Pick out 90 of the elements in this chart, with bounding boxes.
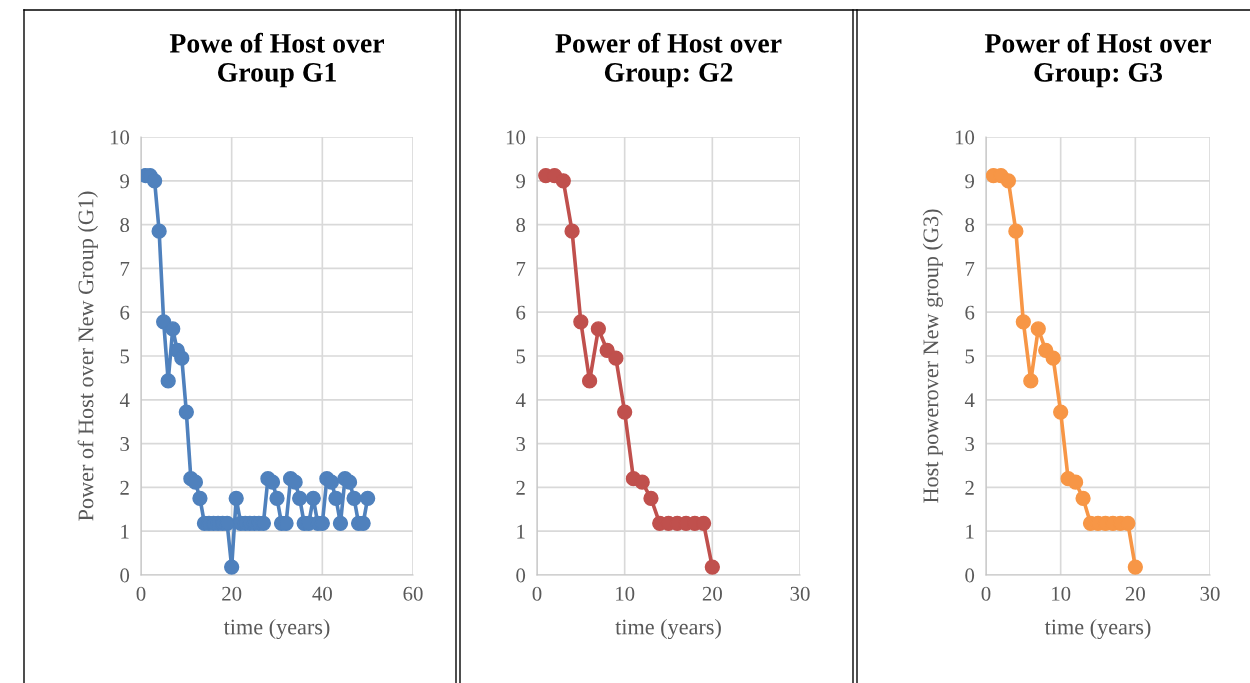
y-tick-label: 5 [516, 349, 526, 364]
point [160, 373, 176, 389]
point [1075, 490, 1091, 506]
point [269, 490, 285, 506]
y-tick-label: 2 [965, 480, 974, 495]
point [305, 490, 321, 506]
point [581, 373, 598, 389]
x-tick-label: 10 [1052, 586, 1071, 601]
x-tick-label: 0 [532, 586, 542, 601]
y-tick-label: 4 [119, 393, 130, 408]
point [590, 321, 607, 337]
point [617, 404, 633, 420]
point [704, 559, 720, 575]
x-tick-label: 30 [1200, 586, 1220, 601]
x-axis-title: time (years) [1044, 618, 1151, 640]
x-tick-label: 0 [981, 586, 991, 601]
x-tick-label: 20 [222, 586, 242, 601]
y-tick-label: 0 [120, 568, 130, 583]
point [151, 223, 167, 239]
y-tick-label: 7 [516, 261, 526, 276]
y-tick-label: 5 [120, 349, 130, 364]
y-tick-label: 3 [965, 437, 975, 452]
point [1008, 223, 1024, 239]
point [1023, 373, 1039, 389]
y-tick-label: 7 [120, 261, 130, 276]
x-axis-title: time (years) [223, 618, 330, 640]
point [332, 515, 349, 531]
point [643, 490, 659, 506]
point [192, 490, 208, 506]
y-tick-label: 10 [955, 130, 975, 145]
y-tick-label: 7 [965, 261, 975, 276]
point [1067, 474, 1084, 490]
point [1045, 350, 1061, 366]
point [555, 173, 571, 189]
point [1127, 559, 1143, 575]
y-tick-label: 2 [516, 480, 525, 495]
x-tick-label: 60 [403, 586, 423, 601]
y-axis-title: Host powerover New group (G3) [922, 209, 943, 503]
y-tick-label: 6 [965, 305, 975, 320]
y-axis-title: Power of Host over New Group (G1) [77, 191, 98, 521]
point [608, 350, 624, 366]
point [634, 474, 650, 490]
x-tick-label: 0 [136, 586, 146, 601]
y-tick-label: 10 [110, 130, 130, 145]
y-tick-label: 0 [516, 568, 526, 583]
point [228, 490, 244, 506]
y-tick-label: 5 [965, 349, 975, 364]
y-tick-label: 8 [120, 217, 130, 233]
y-tick-label: 1 [966, 524, 974, 539]
y-tick-label: 1 [121, 524, 129, 539]
y-tick-label: 3 [120, 437, 130, 452]
y-tick-label: 9 [965, 174, 975, 189]
y-tick-label: 2 [120, 480, 129, 495]
point [292, 490, 308, 506]
point [1053, 404, 1069, 420]
point [146, 173, 163, 189]
point [360, 490, 376, 506]
chart-title: Power of Host over Group: G3 [984, 32, 1211, 88]
x-tick-label: 10 [616, 586, 635, 601]
point [1030, 321, 1046, 337]
x-tick-label: 20 [1125, 586, 1145, 601]
y-tick-label: 9 [516, 174, 526, 189]
chart-title: Power of Host over Group: G2 [555, 32, 782, 88]
point [165, 321, 181, 337]
point [178, 404, 194, 420]
x-tick-label: 30 [790, 586, 810, 601]
x-tick-label: 40 [312, 586, 332, 601]
point [174, 350, 190, 366]
y-tick-label: 10 [506, 130, 526, 145]
point [328, 490, 344, 506]
point [346, 490, 362, 506]
y-tick-label: 0 [965, 568, 975, 583]
y-tick-label: 6 [516, 305, 526, 320]
x-tick-label: 20 [702, 586, 722, 601]
x-axis-title: time (years) [615, 618, 721, 640]
y-tick-label: 9 [120, 174, 130, 189]
point [187, 474, 204, 490]
y-tick-label: 8 [965, 217, 975, 233]
point [564, 223, 580, 239]
chart-title: Powe of Host over Group G1 [169, 32, 385, 88]
y-tick-label: 8 [516, 217, 526, 233]
y-tick-label: 6 [120, 305, 130, 320]
y-tick-label: 4 [515, 393, 526, 408]
point [224, 559, 240, 575]
point [573, 314, 589, 330]
point [1000, 173, 1017, 189]
y-tick-label: 1 [517, 524, 525, 539]
y-tick-label: 4 [964, 393, 975, 408]
point [1015, 314, 1031, 330]
y-tick-label: 3 [516, 437, 526, 452]
